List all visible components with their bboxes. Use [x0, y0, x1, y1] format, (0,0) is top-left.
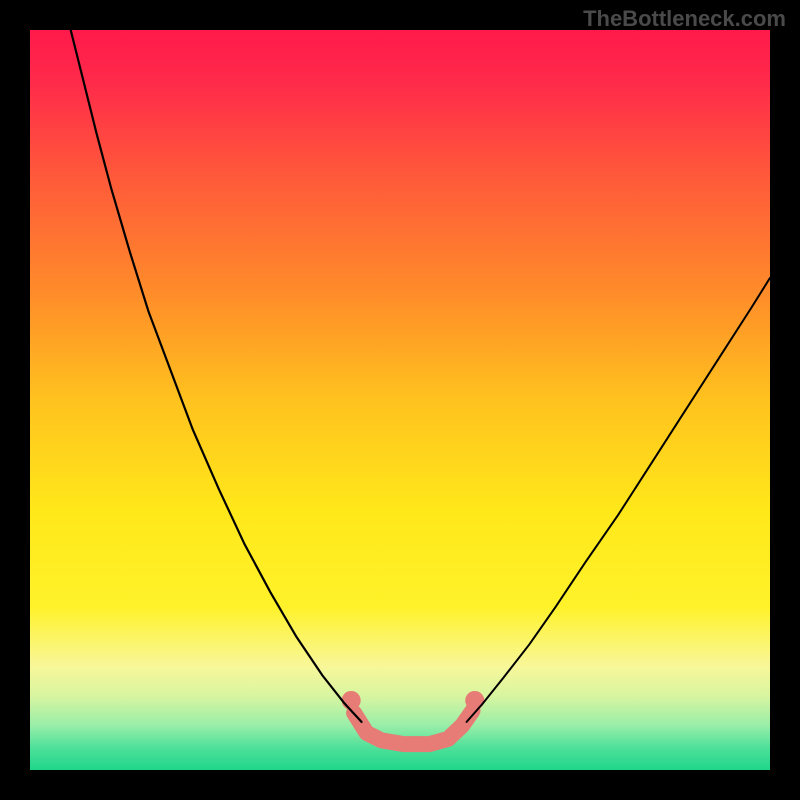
chart-frame: TheBottleneck.com	[0, 0, 800, 800]
watermark-text: TheBottleneck.com	[583, 6, 786, 32]
end-cap-right	[465, 691, 484, 710]
end-cap-left	[342, 691, 361, 710]
curve-overlay	[30, 30, 770, 770]
bottom-band	[354, 711, 472, 744]
curve-right	[467, 278, 770, 722]
curve-left	[71, 30, 362, 722]
plot-area: TheBottleneck.com	[30, 30, 770, 770]
